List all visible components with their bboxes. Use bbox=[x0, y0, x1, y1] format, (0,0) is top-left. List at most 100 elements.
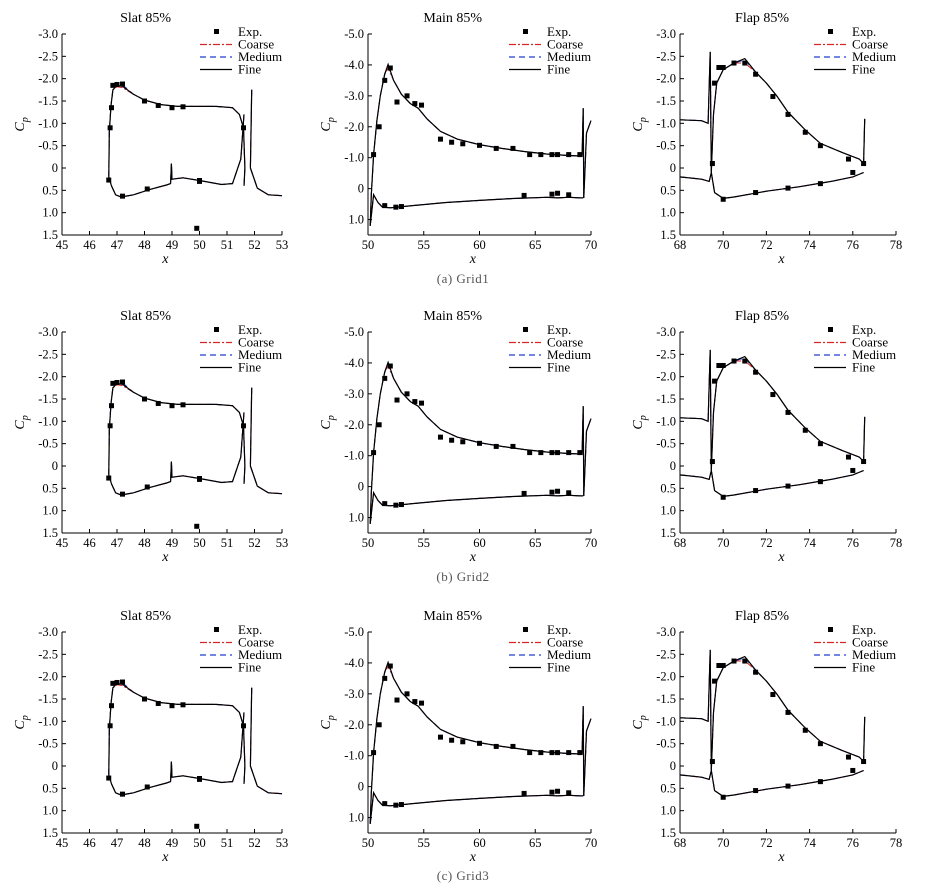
x-tick-label: 74 bbox=[803, 238, 816, 252]
series-line-coarse bbox=[679, 469, 864, 497]
series-line-medium bbox=[679, 171, 864, 199]
y-tick-label: -2.0 bbox=[38, 370, 58, 384]
exp-data-point bbox=[437, 434, 443, 440]
y-tick-label: -3.0 bbox=[344, 387, 364, 401]
exp-data-point bbox=[371, 450, 377, 456]
y-tick-label: 1.0 bbox=[660, 206, 676, 220]
series-line-fine bbox=[108, 382, 246, 484]
y-tick-label: 1.5 bbox=[660, 526, 676, 540]
y-tick-label: 1.0 bbox=[348, 511, 364, 525]
x-tick-label: 46 bbox=[83, 536, 96, 550]
exp-data-point bbox=[241, 723, 246, 729]
exp-data-point bbox=[716, 363, 722, 368]
y-tick-label: -5.0 bbox=[344, 27, 364, 41]
y-tick-label: 1.0 bbox=[660, 504, 676, 518]
series-line-fine bbox=[583, 418, 592, 496]
y-axis-label-subscript: p bbox=[20, 415, 31, 421]
exp-data-point bbox=[731, 658, 737, 664]
chart-panel: Slat 85% -3.0 -2.5 -2.0 -1.5 -1.0 -0.5 0 0.5 1.0 1… bbox=[13, 11, 288, 267]
exp-data-point bbox=[538, 750, 544, 756]
exp-data-point bbox=[712, 378, 718, 384]
exp-data-point bbox=[109, 105, 114, 111]
chart-title: Main 85% bbox=[423, 609, 482, 624]
exp-data-point bbox=[382, 501, 388, 507]
legend-label: Fine bbox=[852, 660, 875, 675]
exp-data-point bbox=[555, 750, 561, 756]
y-tick-label: -2.0 bbox=[38, 670, 58, 684]
y-tick-label: -2.0 bbox=[656, 370, 676, 384]
exp-data-point bbox=[753, 669, 759, 675]
chart-panel: Slat 85% -3.0 -2.5 -2.0 -1.5 -1.0 -0.5 0 0.5 1.0 1… bbox=[13, 309, 288, 565]
exp-data-point bbox=[144, 186, 150, 192]
y-tick-label: -1.0 bbox=[38, 714, 58, 728]
exp-data-point bbox=[241, 125, 246, 131]
y-tick-label: -1.0 bbox=[38, 116, 58, 130]
legend-label: Coarse bbox=[238, 335, 274, 350]
legend-label: Coarse bbox=[852, 37, 888, 52]
exp-data-point bbox=[510, 743, 516, 749]
exp-data-point bbox=[555, 788, 561, 794]
y-tick-label: -1.0 bbox=[344, 749, 364, 763]
legend-label: Fine bbox=[547, 62, 570, 77]
y-tick-label: -0.5 bbox=[656, 737, 676, 751]
exp-data-point bbox=[493, 443, 499, 449]
exp-data-point bbox=[753, 190, 759, 196]
series-line-fine bbox=[108, 114, 245, 198]
y-axis-label-subscript: p bbox=[326, 715, 337, 721]
x-axis-label: x bbox=[777, 550, 785, 565]
exp-data-point bbox=[753, 788, 759, 794]
y-tick-label: -0.5 bbox=[656, 437, 676, 451]
y-tick-label: 0.5 bbox=[660, 183, 676, 197]
legend-label: Medium bbox=[547, 647, 591, 662]
exp-data-point bbox=[802, 427, 808, 433]
exp-data-point bbox=[845, 754, 851, 760]
exp-data-point bbox=[382, 675, 388, 681]
exp-data-point bbox=[850, 467, 856, 473]
chart-title: Flap 85% bbox=[735, 11, 789, 26]
series-line-medium bbox=[679, 769, 864, 797]
x-tick-label: 50 bbox=[193, 238, 206, 252]
x-tick-label: 50 bbox=[362, 836, 375, 850]
y-tick-label: -1.0 bbox=[656, 714, 676, 728]
x-tick-label: 47 bbox=[111, 536, 124, 550]
x-tick-label: 49 bbox=[166, 536, 179, 550]
y-tick-label: -2.5 bbox=[656, 347, 676, 361]
x-tick-label: 65 bbox=[529, 238, 542, 252]
panel-row-caption: (c) Grid3 bbox=[437, 868, 490, 883]
y-tick-label: -2.0 bbox=[656, 72, 676, 86]
legend-marker-exp bbox=[828, 29, 833, 34]
exp-data-point bbox=[394, 99, 400, 105]
series-line-fine bbox=[369, 490, 584, 524]
exp-data-point bbox=[437, 136, 443, 142]
x-tick-label: 60 bbox=[473, 238, 486, 252]
legend-label: Fine bbox=[852, 360, 875, 375]
exp-data-point bbox=[477, 142, 482, 148]
exp-data-point bbox=[577, 152, 583, 158]
legend-label: Fine bbox=[547, 660, 570, 675]
series-line-coarse bbox=[249, 687, 283, 795]
y-tick-label: -0.5 bbox=[38, 437, 58, 451]
series-line-medium bbox=[249, 387, 283, 495]
exp-data-point bbox=[861, 161, 867, 167]
x-axis-label: x bbox=[469, 850, 477, 865]
exp-data-point bbox=[785, 709, 791, 715]
y-tick-label: -2.0 bbox=[344, 718, 364, 732]
series-line-fine bbox=[369, 790, 584, 824]
exp-data-point bbox=[538, 152, 544, 158]
legend-label: Medium bbox=[547, 347, 591, 362]
series-line-coarse bbox=[679, 769, 864, 797]
x-tick-label: 68 bbox=[674, 836, 687, 850]
legend-label: Medium bbox=[238, 647, 282, 662]
y-tick-label: 1.5 bbox=[660, 826, 676, 840]
y-tick-label: -4.0 bbox=[344, 58, 364, 72]
series-line-medium bbox=[369, 791, 584, 824]
y-tick-label: 0 bbox=[670, 759, 676, 773]
legend-marker-exp bbox=[214, 627, 219, 632]
y-tick-label: 1.0 bbox=[348, 213, 364, 227]
series-line-fine bbox=[679, 349, 866, 471]
x-tick-label: 45 bbox=[56, 238, 69, 252]
legend-label: Coarse bbox=[547, 635, 583, 650]
exp-data-point bbox=[106, 475, 112, 481]
legend-label: Exp. bbox=[547, 622, 571, 637]
series-line-fine bbox=[108, 412, 245, 496]
